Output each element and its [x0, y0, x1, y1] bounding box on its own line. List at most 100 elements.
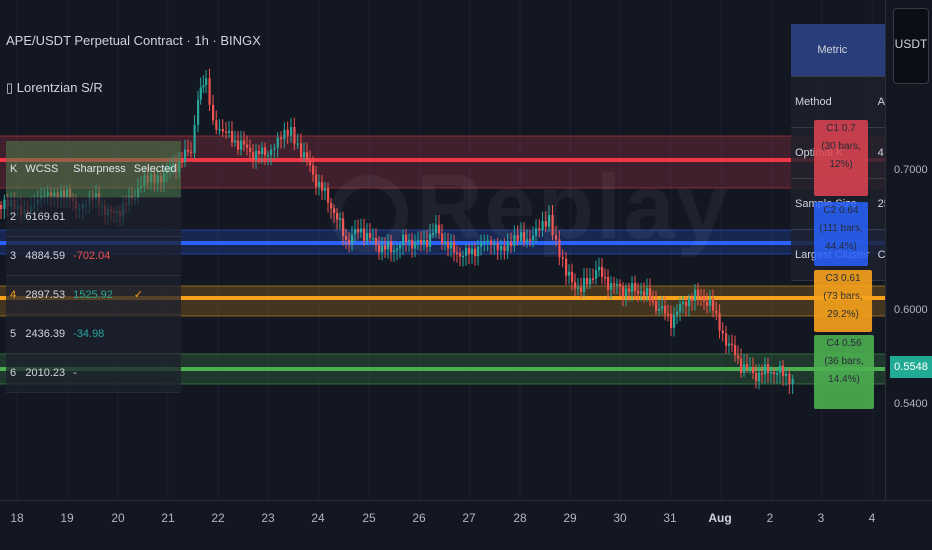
- candle-body: [548, 214, 551, 227]
- k-selection-table: K WCSS Sharpness Selected 2 6169.61 3 4884…: [6, 141, 181, 393]
- sharpness-cell: [69, 197, 130, 237]
- time-tick: 2: [766, 511, 774, 525]
- candle-body: [293, 127, 296, 144]
- candle-body: [661, 305, 664, 309]
- candle-body: [228, 131, 231, 133]
- candle-body: [703, 297, 706, 302]
- candle-body: [631, 283, 634, 292]
- replay-watermark: Replay: [330, 155, 730, 260]
- candle-body: [414, 242, 417, 249]
- candle-body: [767, 364, 770, 374]
- selected-cell: [129, 197, 181, 237]
- candle-body: [643, 291, 646, 296]
- candle-body: [706, 301, 709, 306]
- currency-button[interactable]: USDT: [893, 8, 929, 84]
- candle-body: [480, 242, 483, 247]
- candle-body: [737, 355, 740, 359]
- header-sharpness: Sharpness: [69, 141, 130, 198]
- candle-body: [429, 233, 432, 247]
- candle-body: [255, 150, 258, 160]
- metric-value: 250: [873, 178, 885, 230]
- candle-body: [435, 224, 438, 234]
- candle-body: [529, 239, 532, 241]
- candle-body: [725, 333, 728, 346]
- time-tick: 3: [817, 511, 825, 525]
- candle-body: [286, 129, 289, 136]
- candle-body: [752, 366, 755, 374]
- candle-body: [728, 343, 731, 346]
- candle-body: [782, 365, 785, 377]
- candle-body: [197, 99, 200, 125]
- price-label: 0.7000: [894, 164, 928, 176]
- time-tick: 24: [311, 511, 325, 525]
- candle-body: [327, 188, 330, 203]
- candle-body: [315, 174, 318, 187]
- metric-value: C2 (111): [873, 229, 885, 281]
- k-table-header: K WCSS Sharpness Selected: [6, 141, 181, 198]
- candle-body: [237, 140, 240, 150]
- candle-body: [773, 372, 776, 374]
- candle-body: [776, 373, 779, 375]
- candle-body: [399, 245, 402, 249]
- candle-body: [218, 129, 221, 131]
- candle-body: [503, 246, 506, 252]
- candle-body: [303, 152, 306, 158]
- candle-body: [438, 224, 441, 234]
- sharpness-cell: -34.98: [69, 314, 130, 354]
- candle-body: [601, 266, 604, 277]
- symbol-title[interactable]: APE/USDT Perpetual Contract · 1h · BINGX: [6, 33, 261, 48]
- cluster-c3-label: C3 0.61 (73 bars, 29.2%): [814, 270, 872, 332]
- k-table-row: 5 2436.39 -34.98: [6, 314, 181, 354]
- time-axis[interactable]: 18 19 20 21 22 23 24 25 26 27 28 29 30 31 Aug 2 3 4: [0, 500, 932, 550]
- candle-body: [658, 308, 661, 311]
- candle-body: [243, 140, 246, 145]
- header-selected: Selected: [129, 141, 181, 198]
- time-tick: 18: [10, 511, 24, 525]
- k-cell: 4: [6, 275, 22, 315]
- candle-body: [526, 239, 529, 243]
- candle-body: [390, 241, 393, 253]
- candle-body: [270, 149, 273, 156]
- candle-body: [444, 241, 447, 244]
- candle-body: [558, 239, 561, 258]
- candle-body: [506, 241, 509, 252]
- k-cell: 3: [6, 236, 22, 276]
- candle-body: [709, 298, 712, 306]
- candle-body: [396, 248, 399, 251]
- watermark-text: Replay: [416, 156, 730, 258]
- candle-body: [649, 288, 652, 301]
- candle-body: [598, 266, 601, 271]
- metric-value: Auto: [873, 76, 885, 128]
- cluster-c4-label: C4 0.56 (36 bars, 14.4%): [814, 335, 874, 409]
- candle-body: [513, 235, 516, 246]
- candle-body: [208, 78, 211, 105]
- candle-body: [628, 288, 631, 292]
- candle-body: [523, 232, 526, 243]
- candle-body: [202, 84, 205, 88]
- candle-body: [544, 221, 547, 227]
- candle-body: [664, 305, 667, 314]
- candle-body: [402, 234, 405, 246]
- candle-body: [541, 221, 544, 231]
- indicator-legend[interactable]: ▯ Lorentzian S/R: [6, 80, 103, 95]
- candle-body: [586, 278, 589, 285]
- candle-body: [290, 127, 293, 136]
- candle-body: [740, 358, 743, 373]
- candle-body: [246, 144, 249, 148]
- candle-body: [477, 246, 480, 257]
- sharpness-cell: -702.04: [69, 236, 130, 276]
- candle-body: [619, 283, 622, 287]
- k-cell: 6: [6, 353, 22, 393]
- candle-body: [234, 140, 237, 143]
- candle-body: [318, 182, 321, 187]
- candle-body: [258, 150, 261, 155]
- chart-area[interactable]: Replay APE/USDT Perpetual Contract · 1h …: [0, 0, 885, 500]
- candle-body: [393, 250, 396, 253]
- candle-body: [510, 241, 513, 246]
- selected-cell: [129, 314, 181, 354]
- candle-body: [634, 283, 637, 291]
- candle-body: [240, 140, 243, 150]
- candle-body: [785, 373, 788, 377]
- candle-body: [655, 301, 658, 311]
- candle-body: [700, 296, 703, 298]
